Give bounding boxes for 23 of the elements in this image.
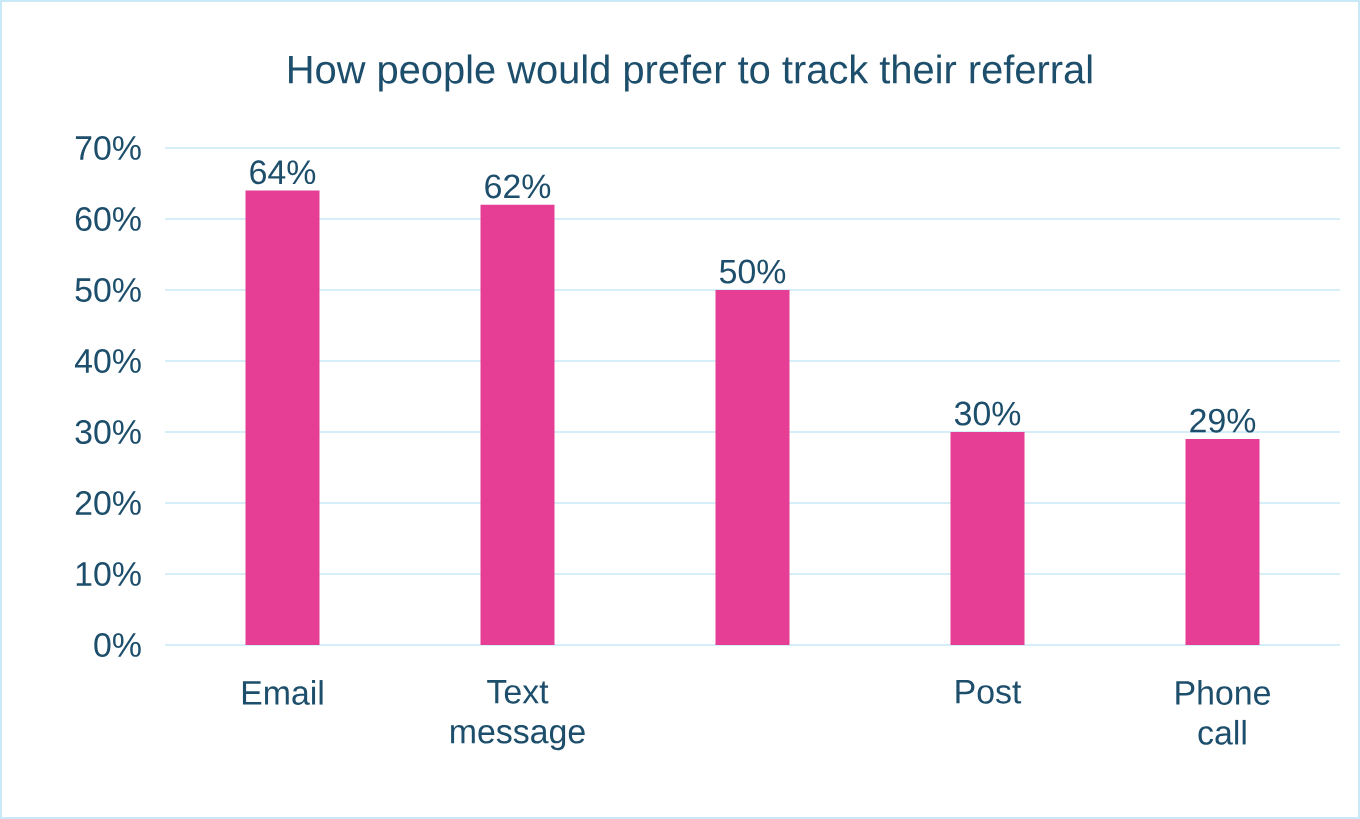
data-label: 29% [1190,408,1256,433]
y-tick-label: 60% [75,207,141,232]
data-label: 64% [250,160,316,185]
y-tick-label: 10% [76,562,141,587]
y-tick-label: 40% [74,349,141,374]
bar [715,290,790,645]
x-tick-label: Text message [451,680,585,751]
x-tick-label: Email [242,680,323,705]
y-tick-label: 20% [75,491,141,516]
data-label: 62% [485,174,551,199]
x-tick-label: Phone call [1176,680,1270,745]
chart-title: How people would prefer to track their referral [289,54,1092,92]
data-label: 50% [719,259,786,284]
y-tick-label: 70% [75,136,141,161]
bar [1185,439,1260,645]
data-label: 30% [954,401,1021,426]
y-tick-label: 0% [94,633,141,657]
bar [480,204,555,645]
bar [950,432,1025,645]
y-tick-label: 50% [75,278,141,303]
y-tick-label: 30% [75,420,141,445]
bar [245,190,320,645]
x-tick-label: Post [956,680,1022,704]
